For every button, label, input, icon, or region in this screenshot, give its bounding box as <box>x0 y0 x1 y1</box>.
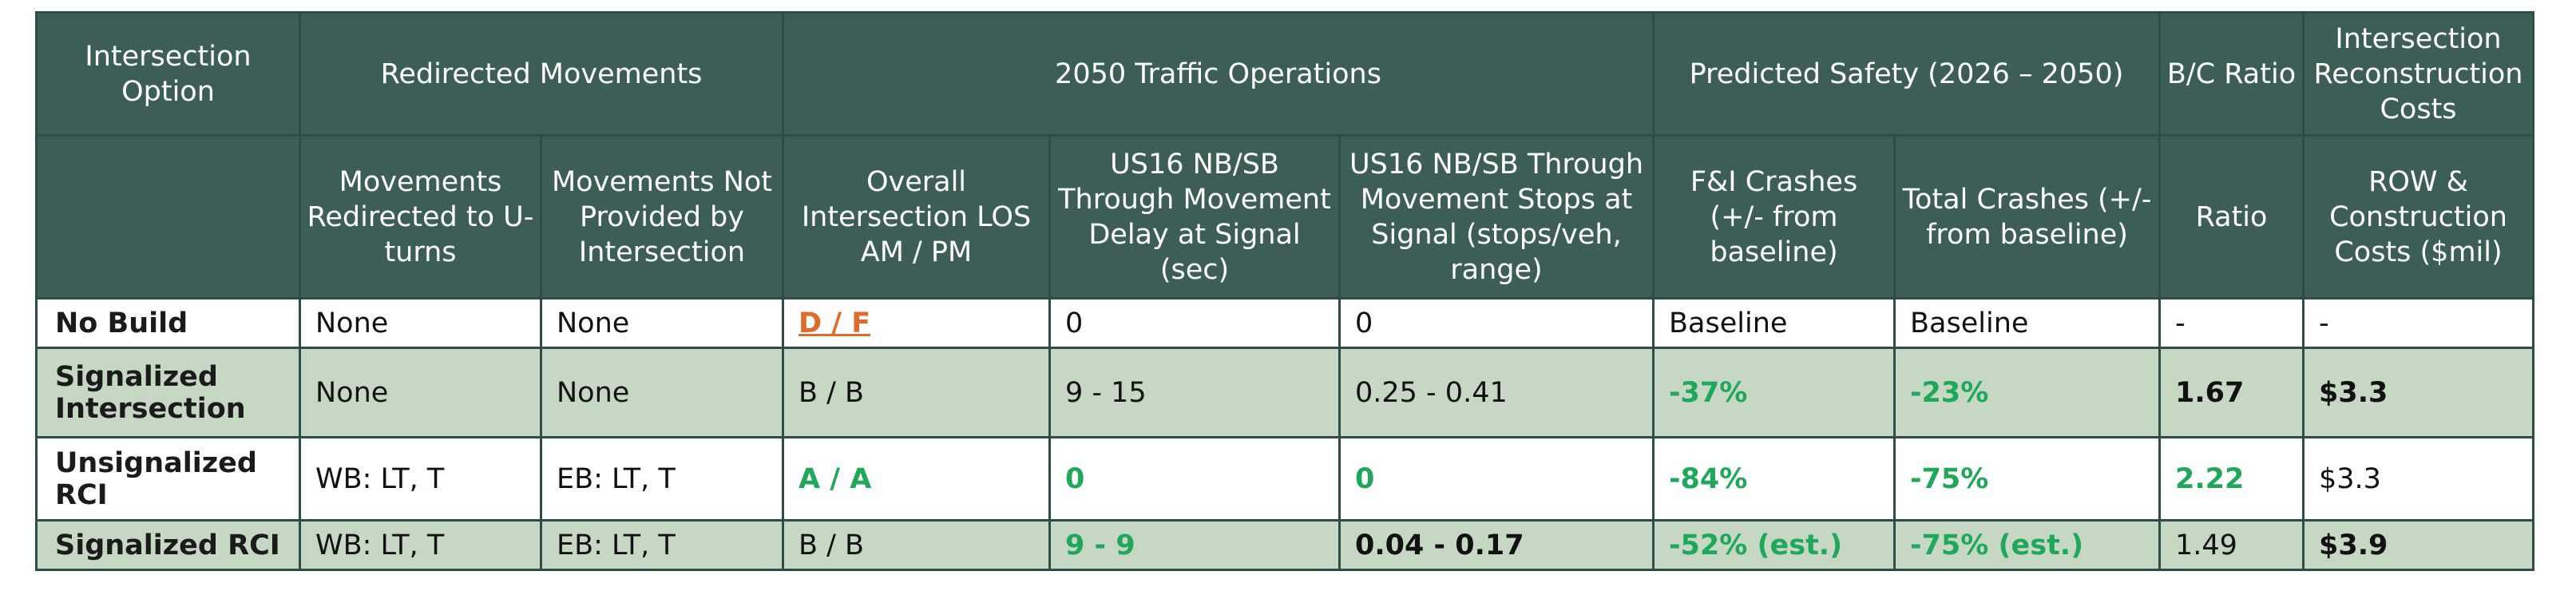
header-row-sub: Movements Redirected to U-turns Movement… <box>35 134 2535 299</box>
cell-stops: 0 <box>1338 436 1655 522</box>
subheader-not-provided: Movements Not Provided by Intersection <box>540 134 784 299</box>
cell-delay: 9 - 15 <box>1048 347 1341 438</box>
subheader-ratio: Ratio <box>2158 134 2305 299</box>
cell-los: B / B <box>782 519 1051 571</box>
row-option: No Build <box>35 297 301 349</box>
table-row: Signalized Intersection None None B / B … <box>35 347 2535 438</box>
cell-redirected: None <box>299 297 542 349</box>
cell-ratio: 1.49 <box>2158 519 2305 571</box>
cell-stops: 0 <box>1338 297 1655 349</box>
cell-los[interactable]: D / F <box>782 297 1051 349</box>
cell-cost: $3.3 <box>2302 436 2535 522</box>
intersection-comparison-table: Intersection Option Redirected Movements… <box>35 11 2535 571</box>
table-row: No Build None None D / F 0 0 Baseline Ba… <box>35 297 2535 349</box>
cell-redirected: None <box>299 347 542 438</box>
cell-los: A / A <box>782 436 1051 522</box>
row-option: Signalized RCI <box>35 519 301 571</box>
cell-delay: 9 - 9 <box>1048 519 1341 571</box>
subheader-stops: US16 NB/SB Through Movement Stops at Sig… <box>1338 134 1655 299</box>
cell-not-provided: EB: LT, T <box>540 436 784 522</box>
cell-fi-crashes: Baseline <box>1652 297 1896 349</box>
row-option: Unsignalized RCI <box>35 436 301 522</box>
table-row: Unsignalized RCI WB: LT, T EB: LT, T A /… <box>35 436 2535 522</box>
subheader-row-costs: ROW & Construction Costs ($mil) <box>2302 134 2535 299</box>
cell-cost: - <box>2302 297 2535 349</box>
cell-ratio: - <box>2158 297 2305 349</box>
cell-ratio: 1.67 <box>2158 347 2305 438</box>
cell-total-crashes: -75% (est.) <box>1893 519 2162 571</box>
table-row: Signalized RCI WB: LT, T EB: LT, T B / B… <box>35 519 2535 571</box>
cell-delay: 0 <box>1048 297 1341 349</box>
subheader-delay: US16 NB/SB Through Movement Delay at Sig… <box>1048 134 1341 299</box>
cell-cost: $3.3 <box>2302 347 2535 438</box>
header-intersection-option: Intersection Option <box>35 11 301 137</box>
subheader-empty <box>35 134 301 299</box>
subheader-redirected-uturns: Movements Redirected to U-turns <box>299 134 542 299</box>
subheader-fi-crashes: F&I Crashes (+/- from baseline) <box>1652 134 1896 299</box>
cell-delay: 0 <box>1048 436 1341 522</box>
subheader-los: Overall Intersection LOS AM / PM <box>782 134 1051 299</box>
subheader-total-crashes: Total Crashes (+/- from baseline) <box>1893 134 2162 299</box>
header-bc-ratio: B/C Ratio <box>2158 11 2305 137</box>
cell-fi-crashes: -52% (est.) <box>1652 519 1896 571</box>
cell-not-provided: None <box>540 347 784 438</box>
cell-total-crashes: Baseline <box>1893 297 2162 349</box>
cell-total-crashes: -75% <box>1893 436 2162 522</box>
cell-fi-crashes: -37% <box>1652 347 1896 438</box>
cell-cost: $3.9 <box>2302 519 2535 571</box>
cell-stops: 0.25 - 0.41 <box>1338 347 1655 438</box>
header-redirected-movements: Redirected Movements <box>299 11 784 137</box>
cell-not-provided: None <box>540 297 784 349</box>
cell-fi-crashes: -84% <box>1652 436 1896 522</box>
cell-los: B / B <box>782 347 1051 438</box>
cell-redirected: WB: LT, T <box>299 436 542 522</box>
cell-redirected: WB: LT, T <box>299 519 542 571</box>
cell-stops: 0.04 - 0.17 <box>1338 519 1655 571</box>
cell-not-provided: EB: LT, T <box>540 519 784 571</box>
comparison-table-container: Intersection Option Redirected Movements… <box>35 11 2535 571</box>
header-predicted-safety: Predicted Safety (2026 – 2050) <box>1652 11 2162 137</box>
header-row-group: Intersection Option Redirected Movements… <box>35 11 2535 137</box>
cell-total-crashes: -23% <box>1893 347 2162 438</box>
cell-ratio: 2.22 <box>2158 436 2305 522</box>
header-traffic-operations: 2050 Traffic Operations <box>781 11 1655 137</box>
row-option: Signalized Intersection <box>35 347 301 438</box>
header-reconstruction-costs: Intersection Reconstruction Costs <box>2302 11 2535 137</box>
